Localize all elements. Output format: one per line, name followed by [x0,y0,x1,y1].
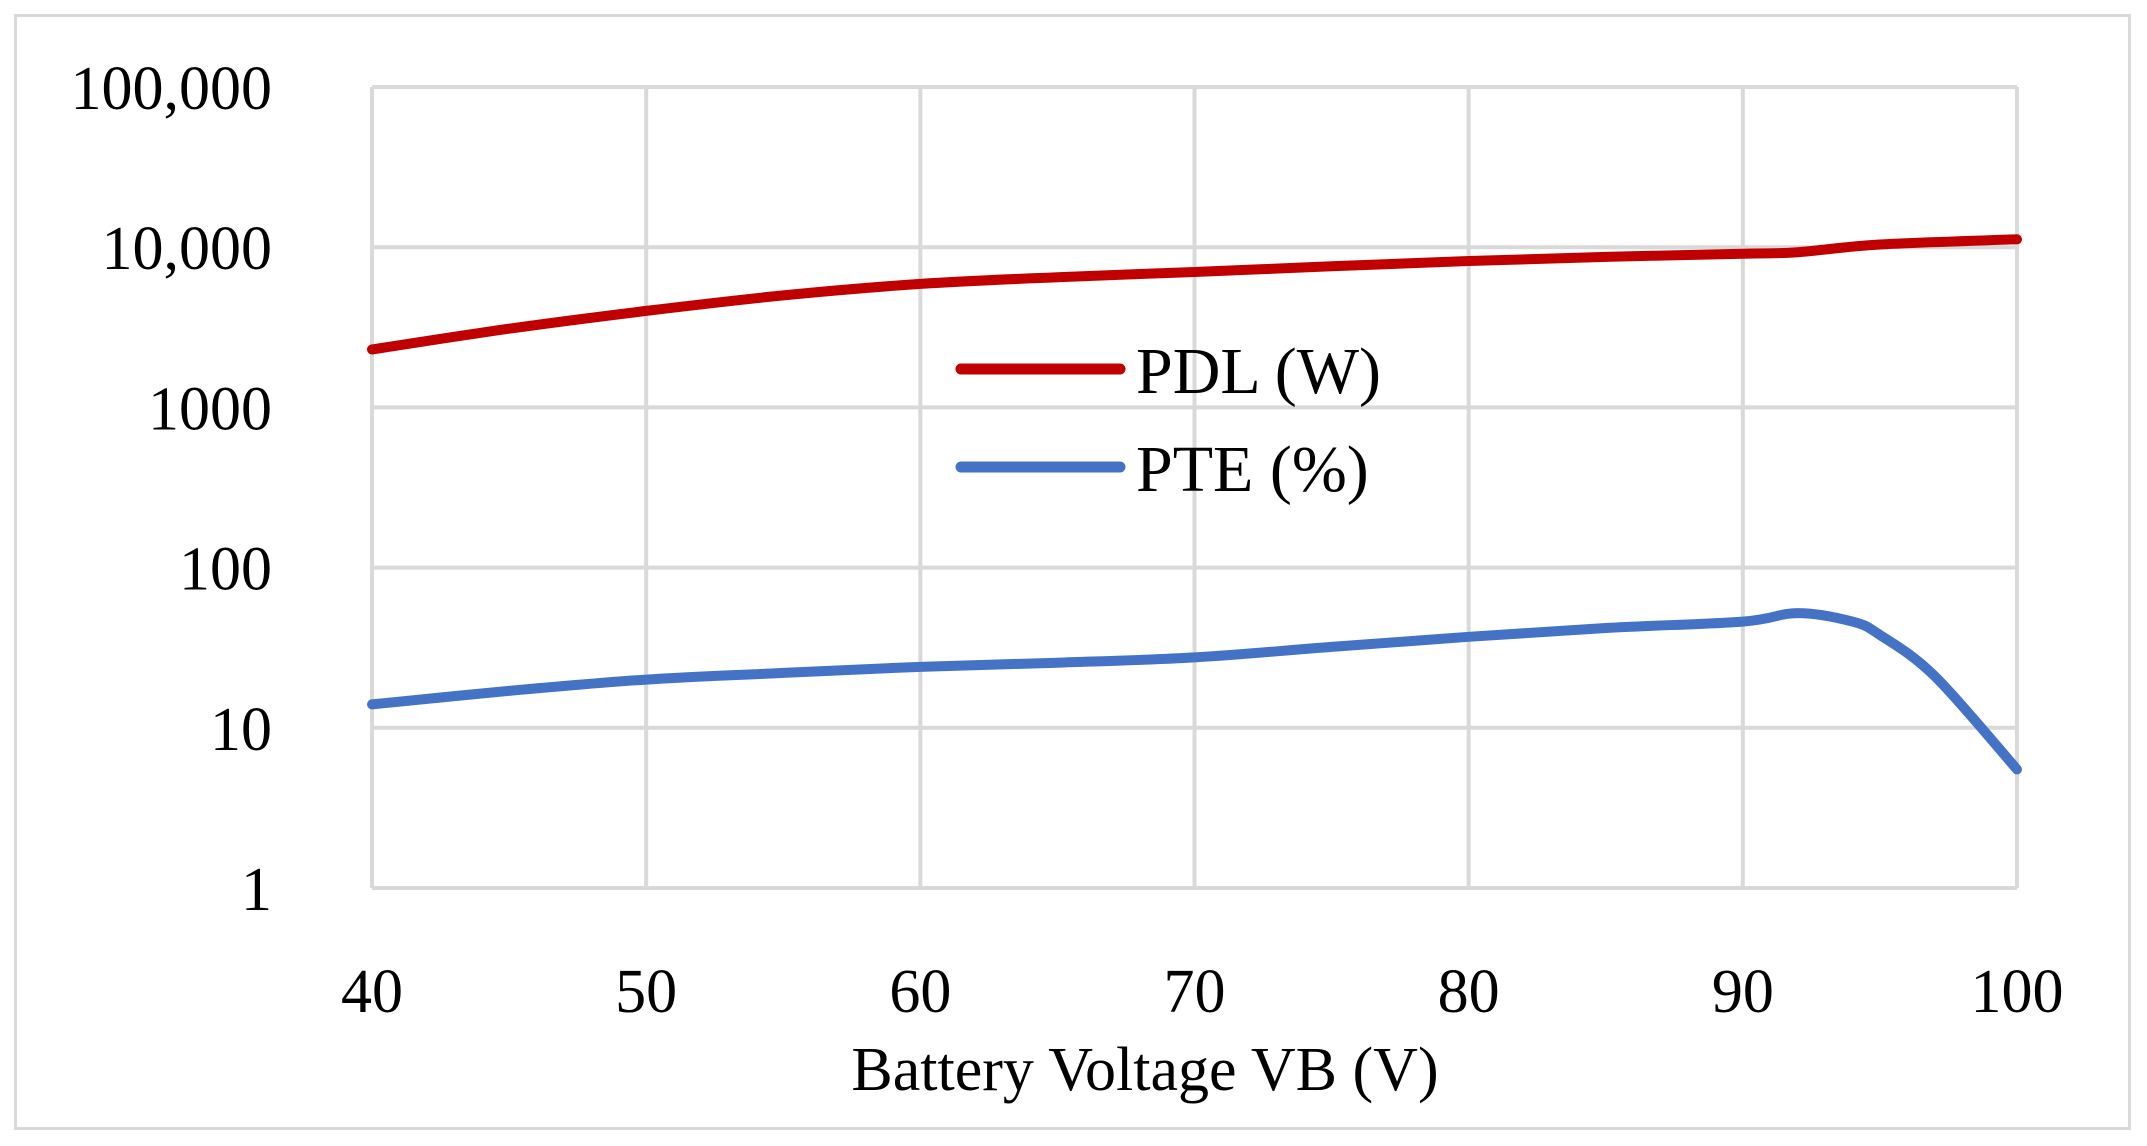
grid-lines [370,85,2019,890]
y-axis-tick-labels: 1 10 100 1000 10,000 100,000 [71,55,273,924]
y-tick-label: 100 [179,536,272,604]
x-tick-label: 60 [889,958,951,1026]
legend: PDL (W) PTE (%) [955,335,1381,506]
x-tick-label: 80 [1438,958,1500,1026]
y-tick-label: 10 [210,696,272,764]
x-tick-label: 50 [615,958,677,1026]
y-tick-label: 1000 [148,375,272,443]
y-tick-label: 10,000 [102,215,273,283]
y-tick-label: 1 [241,856,272,924]
x-tick-label: 70 [1164,958,1226,1026]
x-tick-label: 100 [1971,958,2064,1026]
chart-frame [14,14,2131,1130]
x-tick-label: 90 [1712,958,1774,1026]
x-axis-title: Battery Voltage VB (V) [851,1036,1438,1104]
y-tick-label: 100,000 [71,55,273,123]
x-axis-tick-labels: 40 50 60 70 80 90 100 [341,958,2064,1026]
legend-label-pdl-w: PDL (W) [1136,335,1381,408]
legend-label-pte: PTE (%) [1136,433,1369,506]
series-lines [367,234,2022,775]
series-line-pdl-w [367,234,2022,355]
series-line-pte [367,608,2022,775]
x-tick-label: 40 [341,958,403,1026]
